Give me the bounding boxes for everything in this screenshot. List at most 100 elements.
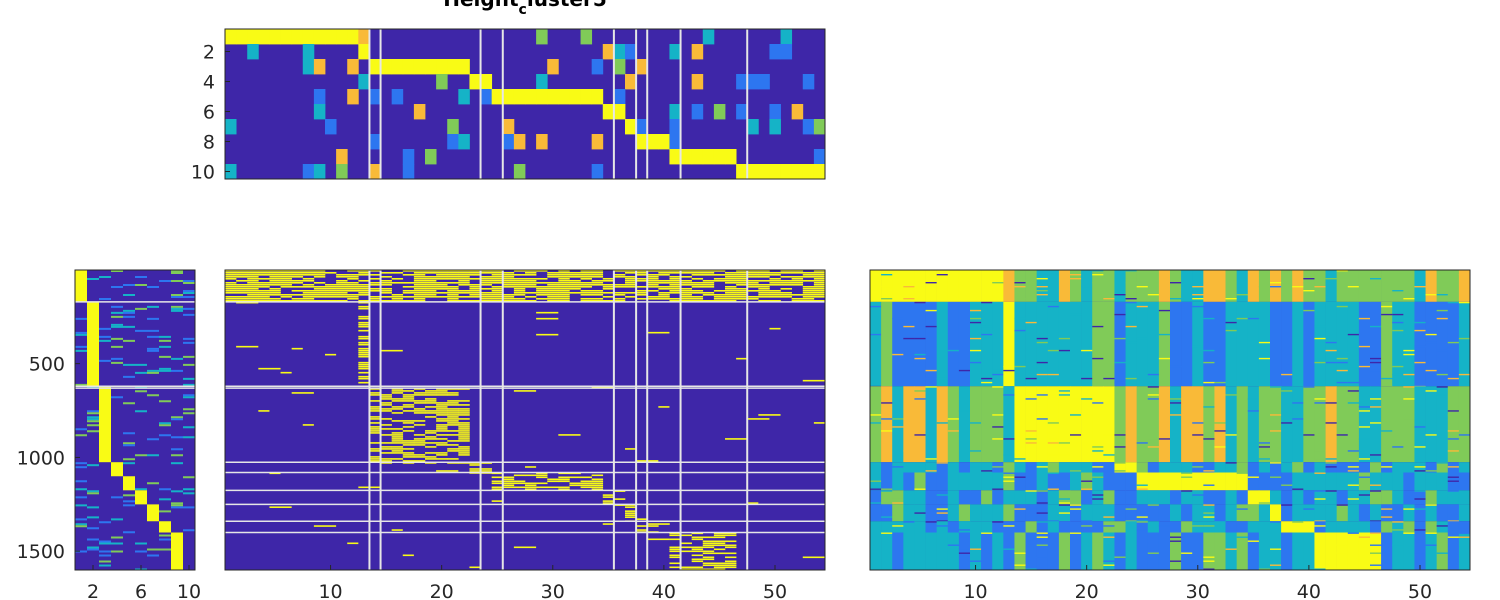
br-heatmap-cell bbox=[1258, 458, 1271, 460]
bm-heatmap-cell bbox=[702, 536, 715, 539]
br-heatmap-cell bbox=[1192, 472, 1204, 491]
br-heatmap-cell bbox=[1436, 301, 1449, 387]
br-heatmap-cell bbox=[958, 301, 971, 387]
br-heatmap-cell bbox=[903, 490, 915, 505]
br-heatmap-cell bbox=[903, 286, 915, 288]
br-heatmap-cell bbox=[1281, 386, 1293, 463]
bm-heatmap-cell bbox=[513, 486, 526, 489]
bm-heatmap-cell bbox=[536, 290, 548, 292]
bm-heatmap-cell bbox=[547, 298, 559, 300]
br-heatmap-cell bbox=[1014, 365, 1026, 368]
br-heatmap-cell bbox=[1214, 386, 1226, 463]
bm-heatmap-cell bbox=[425, 394, 437, 396]
br-heatmap-cell bbox=[1214, 521, 1226, 533]
bm-heatmap-cell bbox=[491, 282, 504, 284]
bm-heatmap-cell bbox=[647, 331, 670, 334]
bl-heatmap-cell bbox=[87, 516, 99, 519]
bm-heatmap-cell bbox=[636, 286, 648, 288]
bm-heatmap-cell bbox=[658, 272, 670, 274]
br-heatmap-cell bbox=[1136, 442, 1149, 444]
bl-cluster-block bbox=[123, 476, 135, 491]
bm-heatmap-cell bbox=[402, 456, 415, 458]
br-heatmap-cell bbox=[992, 488, 1004, 490]
br-heatmap-cell bbox=[1447, 521, 1460, 533]
br-heatmap-cell bbox=[1358, 536, 1371, 538]
bm-heatmap-cell bbox=[491, 270, 504, 272]
br-heatmap-cell bbox=[925, 270, 937, 302]
br-heatmap-cell bbox=[970, 386, 982, 463]
br-heatmap-cell bbox=[1436, 294, 1449, 296]
bm-heatmap-cell bbox=[469, 290, 481, 292]
bm-heatmap-cell bbox=[669, 534, 681, 537]
bl-heatmap-cell bbox=[123, 315, 135, 318]
bm-heatmap-cell bbox=[591, 300, 604, 302]
bm-heatmap-cell bbox=[769, 294, 781, 296]
br-heatmap-cell bbox=[1003, 476, 1015, 478]
br-heatmap-cell bbox=[1214, 446, 1226, 448]
bm-heatmap-cell bbox=[525, 270, 537, 272]
bm-heatmap-cell bbox=[713, 294, 726, 296]
bm-heatmap-cell bbox=[291, 280, 304, 282]
top-heatmap-cell bbox=[447, 59, 459, 75]
bm-heatmap-cell bbox=[558, 272, 570, 274]
bm-heatmap-cell bbox=[236, 276, 248, 278]
top-heatmap-cell bbox=[536, 134, 548, 150]
bm-heatmap-cell bbox=[436, 404, 448, 406]
bm-heatmap-cell bbox=[369, 274, 381, 276]
br-heatmap-cell bbox=[1114, 472, 1126, 491]
bm-heatmap-cell bbox=[547, 272, 559, 274]
br-heatmap-cell bbox=[1392, 532, 1404, 570]
bl-heatmap-cell bbox=[159, 280, 171, 282]
bl-heatmap-cell bbox=[183, 394, 195, 397]
top-heatmap-cell bbox=[580, 89, 593, 105]
bm-heatmap-cell bbox=[469, 464, 481, 466]
br-heatmap-cell bbox=[1147, 294, 1160, 296]
br-heatmap-cell bbox=[1092, 504, 1104, 522]
bm-heatmap-cell bbox=[736, 272, 748, 274]
bm-heatmap-cell bbox=[813, 272, 826, 274]
br-heatmap-cell bbox=[1247, 490, 1260, 505]
bl-heatmap-cell bbox=[159, 355, 171, 358]
bm-heatmap-cell bbox=[402, 292, 415, 294]
bm-heatmap-cell bbox=[691, 290, 704, 292]
bm-heatmap-cell bbox=[580, 476, 592, 479]
br-heatmap-cell bbox=[1403, 472, 1415, 491]
br-heatmap-cell bbox=[1170, 418, 1182, 420]
bm-heatmap-cell bbox=[436, 272, 448, 274]
bm-heatmap-cell bbox=[302, 290, 315, 292]
br-heatmap-cell bbox=[1203, 504, 1215, 506]
bm-heatmap-cell bbox=[591, 280, 604, 282]
bm-heatmap-cell bbox=[736, 296, 748, 298]
bl-heatmap-cell bbox=[147, 554, 159, 557]
bl-heatmap-cell bbox=[171, 294, 183, 296]
bm-heatmap-cell bbox=[680, 542, 692, 545]
br-heatmap-cell bbox=[1436, 462, 1449, 473]
br-heatmap-cell bbox=[1392, 270, 1404, 302]
bm-heatmap-cell bbox=[480, 272, 492, 274]
bm-heatmap-cell bbox=[591, 480, 604, 483]
bm-heatmap-cell bbox=[680, 534, 692, 537]
bm-heatmap-cell bbox=[358, 294, 370, 296]
br-heatmap-cell bbox=[1025, 298, 1037, 300]
bm-heatmap-cell bbox=[747, 270, 759, 272]
bm-heatmap-cell bbox=[402, 406, 415, 408]
br-heatmap-cell bbox=[1125, 341, 1137, 344]
br-heatmap-cell bbox=[1414, 329, 1426, 332]
br-heatmap-cell bbox=[1447, 480, 1460, 482]
bm-heatmap-cell bbox=[769, 290, 781, 292]
br-heatmap-cell bbox=[1414, 490, 1426, 492]
br-heatmap-cell bbox=[1036, 290, 1049, 292]
bm-heatmap-cell bbox=[536, 472, 548, 475]
bm-heatmap-cell bbox=[447, 392, 459, 394]
br-heatmap-cell bbox=[1247, 462, 1260, 473]
bl-heatmap-cell bbox=[87, 424, 99, 427]
bm-heatmap-cell bbox=[769, 272, 781, 274]
bm-heatmap-cell bbox=[780, 292, 792, 294]
br-heatmap-cell bbox=[925, 504, 937, 522]
br-heatmap-cell bbox=[892, 418, 904, 420]
bl-cluster-block bbox=[75, 270, 87, 302]
bl-heatmap-cell bbox=[183, 341, 195, 344]
br-heatmap-cell bbox=[1203, 568, 1215, 570]
br-heatmap-cell bbox=[881, 532, 893, 570]
bottom-right-heatmap-panel: 10 20 30 40 50 bbox=[869, 269, 1471, 600]
